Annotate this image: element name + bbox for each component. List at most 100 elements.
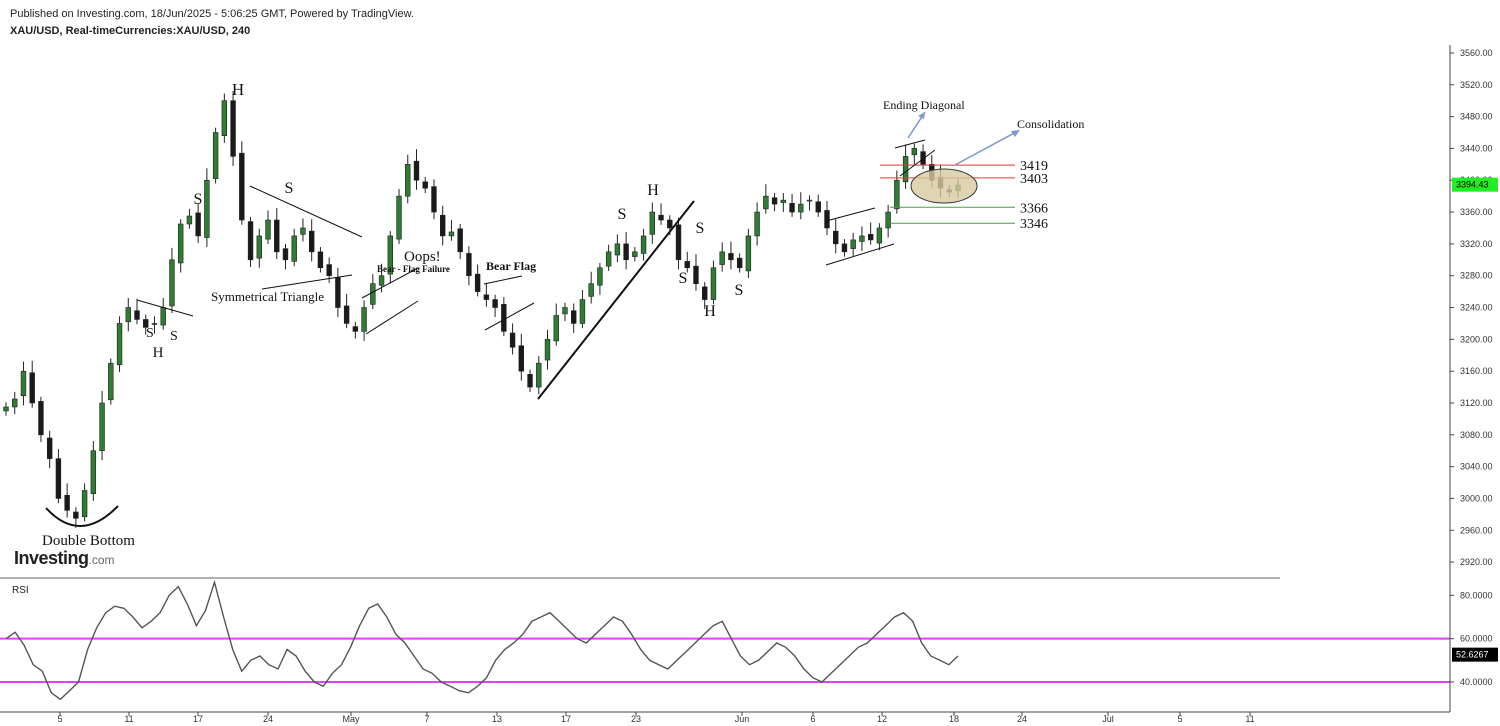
candle-body <box>719 251 725 265</box>
candle-body <box>579 299 586 324</box>
candle-body <box>614 243 621 256</box>
candle-body <box>675 224 682 261</box>
time-tick-label: 5 <box>57 714 62 724</box>
rsi-tick-label: 80.0000 <box>1460 590 1493 600</box>
time-tick-label: 7 <box>424 714 429 724</box>
candle-body <box>177 223 184 264</box>
current-price-tag <box>1452 177 1498 192</box>
rsi-tick-label: 40.0000 <box>1460 677 1493 687</box>
rsi-line <box>5 579 959 701</box>
candle-body <box>789 203 795 213</box>
candle-body <box>885 211 891 229</box>
candle-body <box>422 181 428 189</box>
rsi-title: RSI <box>12 585 29 596</box>
annotation-10: Bear Flag <box>486 259 536 273</box>
candle-body <box>239 152 245 221</box>
candle-body <box>12 398 18 408</box>
time-tick-label: 5 <box>1177 714 1182 724</box>
annotation-17: Ending Diagonal <box>883 98 965 112</box>
price-pane <box>3 91 961 528</box>
price-tick-label: 3520.00 <box>1460 80 1493 90</box>
candle-body <box>736 257 743 269</box>
trendline <box>361 267 419 299</box>
price-tick-label: 3200.00 <box>1460 334 1493 344</box>
price-tick-label: 3040.00 <box>1460 462 1493 472</box>
level-label-3419: 3419 <box>1020 159 1048 174</box>
candle-body <box>710 267 717 300</box>
candle-body <box>562 307 568 315</box>
time-tick-label: 12 <box>877 714 887 724</box>
annotation-18: Consolidation <box>1017 117 1084 131</box>
arrow-head <box>918 112 925 119</box>
candle-body <box>204 179 210 238</box>
price-tick-label: 3440.00 <box>1460 143 1493 153</box>
annotation-4: S <box>194 191 203 208</box>
double-bottom-arc <box>45 505 119 527</box>
time-tick-label: 23 <box>631 714 641 724</box>
candle-body <box>518 345 525 372</box>
candle-body <box>439 214 446 237</box>
candle-body <box>728 253 734 261</box>
candle-body <box>597 267 603 286</box>
candle-body <box>405 164 411 197</box>
candle-body <box>640 235 647 254</box>
annotation-16: S <box>735 282 744 299</box>
time-tick-label: Jul <box>1102 714 1114 724</box>
candle-body <box>396 195 402 240</box>
candle-body <box>256 235 262 259</box>
candle-body <box>160 307 166 326</box>
candle-body <box>588 283 594 297</box>
level-label-3346: 3346 <box>1020 217 1048 232</box>
trendline <box>261 274 353 290</box>
rsi-value-label: 52.6267 <box>1456 650 1489 660</box>
candle-body <box>317 251 324 269</box>
candle-body <box>771 197 778 205</box>
trendline <box>537 200 695 400</box>
candle-body <box>378 275 385 286</box>
time-tick-label: 11 <box>1245 714 1254 724</box>
candle-body <box>3 406 9 412</box>
candle-body <box>221 100 228 136</box>
level-label-3403: 3403 <box>1020 172 1048 187</box>
candle-body <box>894 179 900 210</box>
price-tick-label: 3080.00 <box>1460 430 1493 440</box>
candle-body <box>361 307 367 332</box>
candle-body <box>806 199 813 202</box>
candle-body <box>90 450 97 494</box>
trendline <box>825 243 895 266</box>
trendline <box>136 299 194 317</box>
price-tick-label: 3240.00 <box>1460 303 1493 313</box>
candle-body <box>544 339 551 361</box>
annotation-13: S <box>696 220 705 237</box>
time-tick-label: 18 <box>949 714 959 724</box>
candle-body <box>73 511 79 519</box>
candle-body <box>571 310 577 324</box>
candle-body <box>195 212 201 237</box>
candle-body <box>308 230 315 253</box>
candle-body <box>282 248 289 261</box>
trendline <box>825 207 876 222</box>
annotation-12: H <box>647 182 659 199</box>
candle-body <box>29 372 35 404</box>
candle-body <box>876 227 883 244</box>
candle-body <box>265 219 271 240</box>
annotation-9: Bear - Flag Failure <box>377 264 450 274</box>
candle-body <box>693 265 699 284</box>
time-tick-label: Jun <box>735 714 750 724</box>
candle-body <box>343 305 350 324</box>
candle-body <box>483 294 490 300</box>
trendline <box>899 149 936 177</box>
candle-body <box>833 230 839 245</box>
candle-body <box>38 401 44 436</box>
candle-body <box>134 310 140 320</box>
time-tick-label: 24 <box>1017 714 1027 724</box>
price-tick-label: 3280.00 <box>1460 271 1493 281</box>
candle-body <box>667 219 673 229</box>
candle-body <box>474 273 481 292</box>
candle-body <box>300 227 306 235</box>
time-tick-label: 24 <box>263 714 273 724</box>
annotation-8: Oops! <box>404 249 441 265</box>
price-tick-label: 3320.00 <box>1460 239 1493 249</box>
